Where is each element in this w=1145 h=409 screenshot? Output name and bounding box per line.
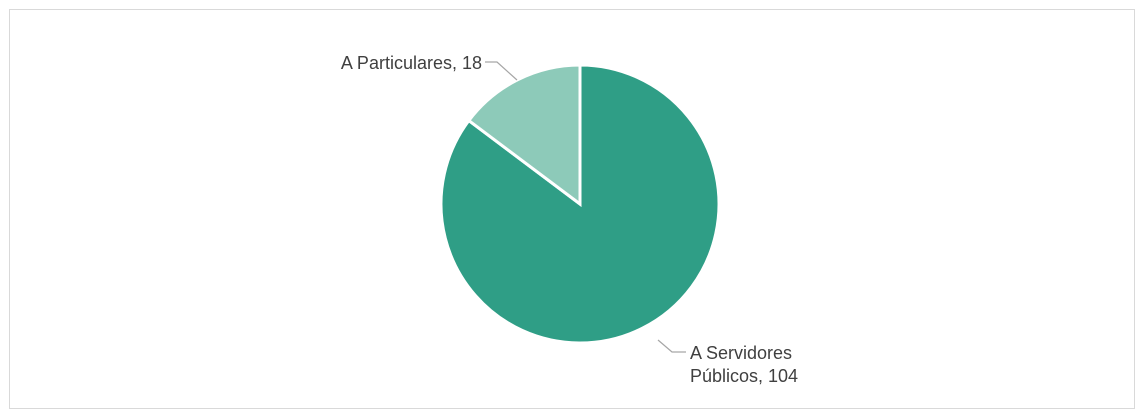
data-label-line: A Particulares, 18 xyxy=(341,53,482,73)
data-label-line: A Servidores xyxy=(690,343,792,363)
leader-line xyxy=(657,339,686,353)
data-label: A Servidores Públicos, 104 xyxy=(690,343,798,386)
pie-slice-a-servidores-p-blicos xyxy=(439,63,721,345)
pie-slice-a-particulares xyxy=(466,63,582,208)
data-label-line: Públicos, 104 xyxy=(690,366,798,386)
leader-line xyxy=(485,61,518,81)
pie-chart: A Servidores Públicos, 104 A Particulares,… xyxy=(341,53,798,386)
data-label: A Particulares, 18 xyxy=(341,53,482,73)
